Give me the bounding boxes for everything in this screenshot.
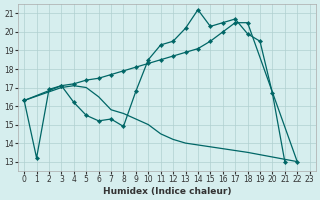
X-axis label: Humidex (Indice chaleur): Humidex (Indice chaleur) [103, 187, 231, 196]
